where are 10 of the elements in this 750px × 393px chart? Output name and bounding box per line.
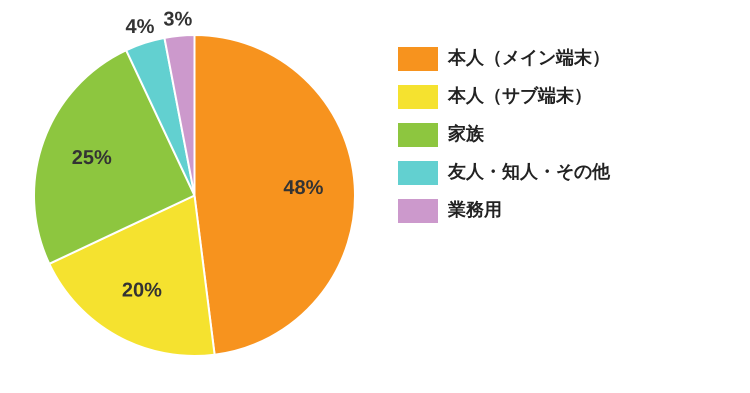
legend-label: 業務用 xyxy=(447,200,502,221)
legend-label: 家族 xyxy=(447,124,485,145)
data-label: 20% xyxy=(122,280,162,302)
data-label: 4% xyxy=(126,16,155,38)
data-label: 25% xyxy=(72,147,112,170)
legend-label: 本人（メイン端末） xyxy=(447,48,610,69)
legend-label: 友人・知人・その他 xyxy=(447,162,611,183)
legend-label: 本人（サブ端末） xyxy=(447,86,592,107)
data-label: 48% xyxy=(283,177,324,200)
data-label: 3% xyxy=(163,8,193,30)
